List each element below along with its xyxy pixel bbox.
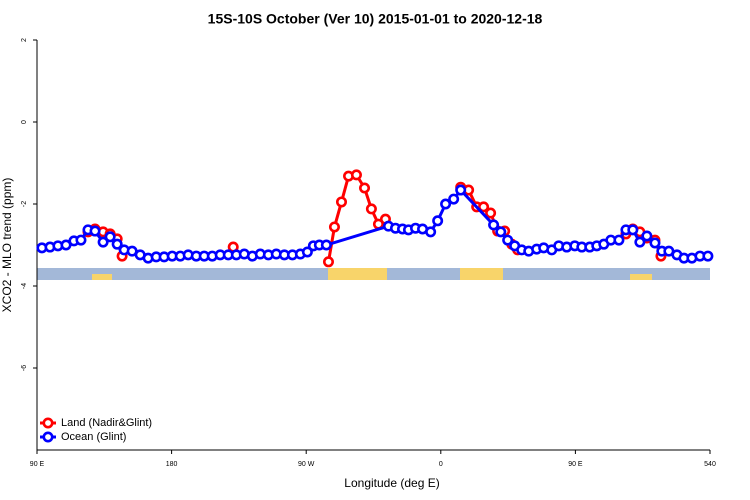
point <box>641 230 653 242</box>
point <box>627 224 639 236</box>
point <box>328 221 340 233</box>
y-tick-label: 0 <box>21 120 28 124</box>
point <box>322 256 334 268</box>
y-axis-label: XCO2 - MLO trend (ppm) <box>0 178 14 313</box>
x-tick-label: 90 E <box>568 461 583 468</box>
x-tick-label: 180 <box>166 461 178 468</box>
chart-title: 15S-10S October (Ver 10) 2015-01-01 to 2… <box>208 11 543 27</box>
point <box>335 196 347 208</box>
point <box>488 219 500 231</box>
x-axis-label: Longitude (deg E) <box>344 476 439 490</box>
legend-point <box>42 431 54 443</box>
legend-label: Land (Nadir&Glint) <box>61 417 152 429</box>
point <box>502 234 514 246</box>
legend-label: Ocean (Glint) <box>61 431 126 443</box>
point <box>301 246 313 258</box>
point <box>365 203 377 215</box>
point <box>448 193 460 205</box>
point <box>485 207 497 219</box>
y-tick-label: -2 <box>21 201 28 207</box>
point <box>320 239 332 251</box>
legend-point <box>42 417 54 429</box>
point <box>89 225 101 237</box>
land-ocean-strip <box>37 268 710 280</box>
point <box>432 215 444 227</box>
x-tick-label: 540 <box>704 461 716 468</box>
point <box>359 182 371 194</box>
point <box>104 231 116 243</box>
point <box>60 239 72 251</box>
x-tick-label: 90 W <box>298 461 315 468</box>
x-tick-label: 0 <box>439 461 443 468</box>
point <box>97 236 109 248</box>
legend: Land (Nadir&Glint) Ocean (Glint) <box>40 417 152 443</box>
x-tick-label: 90 E <box>30 461 45 468</box>
point <box>350 169 362 181</box>
y-tick-label: 2 <box>21 38 28 42</box>
y-tick-label: -6 <box>21 365 28 371</box>
point <box>111 238 123 250</box>
point <box>75 234 87 246</box>
y-tick-label: -4 <box>21 283 28 289</box>
point <box>495 226 507 238</box>
point <box>702 250 714 262</box>
point <box>425 226 437 238</box>
point <box>613 234 625 246</box>
point <box>455 184 467 196</box>
point <box>649 237 661 249</box>
point <box>478 201 490 213</box>
point <box>440 198 452 210</box>
point <box>634 236 646 248</box>
